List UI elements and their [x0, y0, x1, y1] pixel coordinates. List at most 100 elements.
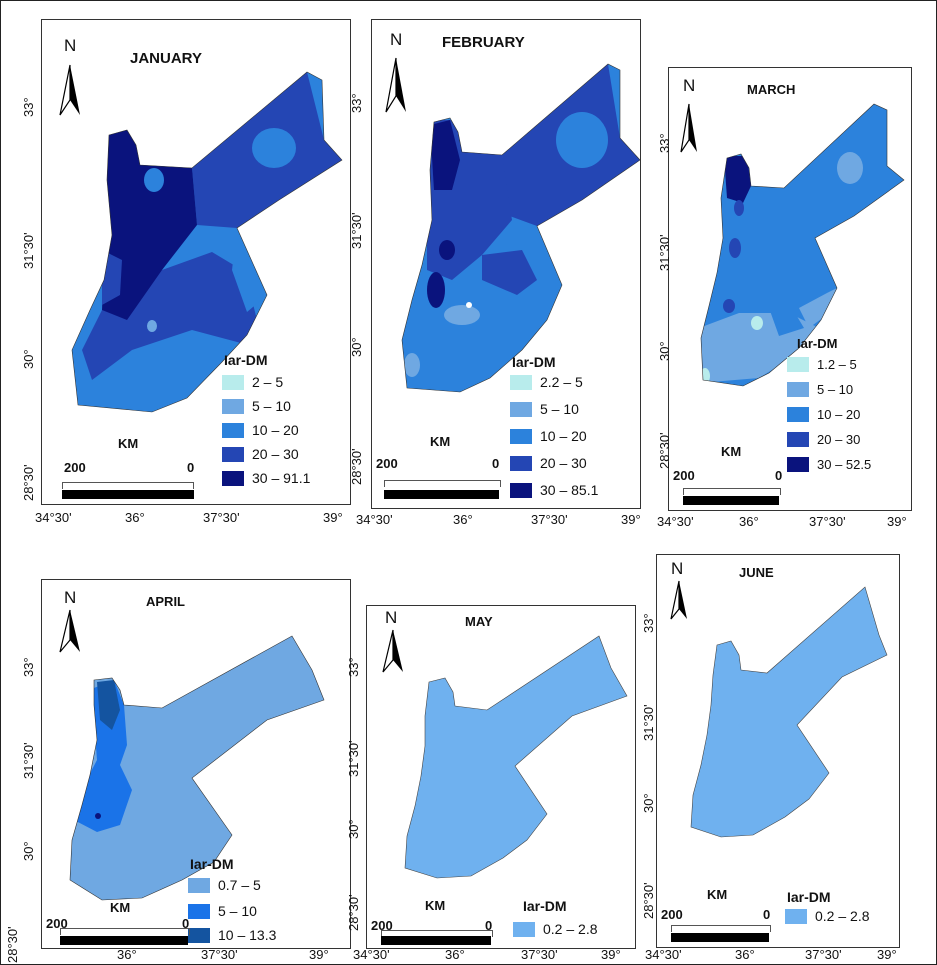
map-panel-january: N JANUARY Iar-DM 2 – 5 5 – 10 10 – 20 20…: [41, 19, 351, 505]
map-panel-may: N MAY Iar-DM 0.2 – 2.8 KM 200 0: [366, 605, 636, 949]
legend-item: 20 – 30: [787, 430, 860, 448]
north-arrow-icon: [670, 580, 687, 620]
scale-right-label: 0: [485, 918, 493, 933]
lon-label: 36°: [445, 947, 465, 962]
lon-label: 36°: [739, 514, 759, 529]
lat-label: 30°: [21, 841, 36, 861]
lat-label: 33°: [21, 657, 36, 677]
legend-item: 2.2 – 5: [510, 373, 583, 391]
scale-right-label: 0: [187, 460, 195, 475]
legend-swatch: [510, 374, 532, 390]
lat-label: 33°: [641, 613, 656, 633]
scalebar: [683, 496, 779, 505]
lon-label: 36°: [453, 512, 473, 527]
month-title: FEBRUARY: [442, 34, 525, 51]
lat-label: 30°: [641, 793, 656, 813]
legend-item: 10 – 13.3: [188, 926, 276, 944]
lat-label: 28°30': [5, 926, 20, 963]
may-map: [382, 629, 628, 879]
legend-swatch: [188, 903, 210, 919]
june-map-region: [690, 586, 888, 838]
february-map: [385, 57, 641, 393]
legend-title: Iar-DM: [512, 354, 556, 370]
month-title: JANUARY: [130, 50, 202, 67]
legend-item: 30 – 91.1: [222, 469, 310, 487]
lon-label: 37°30': [201, 947, 238, 962]
legend-item: 5 – 10: [787, 380, 853, 398]
legend-title: Iar-DM: [787, 889, 831, 905]
lat-label: 31°30': [349, 212, 364, 249]
scalebar-frame: [683, 488, 781, 495]
scale-left-label: 200: [46, 916, 68, 931]
may-map-region: [404, 635, 628, 879]
scalebar: [62, 490, 194, 499]
scale-unit: KM: [430, 434, 451, 449]
scale-left-label: 200: [371, 918, 393, 933]
scalebar-frame: [384, 480, 501, 487]
lon-label: 36°: [735, 947, 755, 962]
lat-label: 31°30': [641, 704, 656, 741]
march-map: [680, 103, 905, 387]
lon-label: 37°30': [805, 947, 842, 962]
legend-item: 0.2 – 2.8: [513, 920, 598, 938]
lat-label: 31°30': [657, 234, 672, 271]
lat-label: 30°: [657, 341, 672, 361]
scale-left-label: 200: [661, 907, 683, 922]
legend-swatch: [787, 381, 809, 397]
legend-swatch: [785, 908, 807, 924]
legend-item: 5 – 10: [510, 400, 579, 418]
legend-item: 10 – 20: [510, 427, 587, 445]
april-map: [59, 609, 325, 901]
legend-item: 2 – 5: [222, 373, 283, 391]
lon-label: 39°: [309, 947, 329, 962]
month-title: APRIL: [146, 594, 185, 609]
scale-unit: KM: [110, 900, 131, 915]
map-panel-june: N JUNE Iar-DM 0.2 – 2.8 KM 200 0: [656, 554, 900, 948]
legend-swatch: [513, 921, 535, 937]
north-arrow-icon: [382, 629, 403, 673]
legend-item: 5 – 10: [188, 902, 257, 920]
lon-label: 39°: [887, 514, 907, 529]
scalebar: [671, 933, 769, 942]
legend-title: Iar-DM: [224, 352, 268, 368]
scalebar: [381, 936, 491, 945]
scalebar-frame: [671, 925, 771, 932]
lat-label: 28°30': [349, 448, 364, 485]
legend-swatch: [787, 431, 809, 447]
legend-item: 30 – 52.5: [787, 455, 871, 473]
legend-swatch: [787, 406, 809, 422]
lat-label: 28°30': [657, 432, 672, 469]
scalebar-frame: [381, 930, 493, 937]
scale-left-label: 200: [64, 460, 86, 475]
legend-item: 10 – 20: [222, 421, 299, 439]
legend-swatch: [787, 456, 809, 472]
scalebar: [384, 490, 499, 499]
legend-swatch: [222, 446, 244, 462]
legend-item: 20 – 30: [510, 454, 587, 472]
legend-item: 10 – 20: [787, 405, 860, 423]
north-label: N: [385, 608, 398, 627]
legend-swatch: [188, 927, 210, 943]
lon-label: 36°: [117, 947, 137, 962]
lon-label: 34°30': [353, 947, 390, 962]
north-arrow-icon: [59, 609, 80, 653]
lat-label: 33°: [346, 657, 361, 677]
legend-swatch: [222, 470, 244, 486]
legend-swatch: [787, 356, 809, 372]
lat-label: 31°30': [21, 232, 36, 269]
legend-item: 0.2 – 2.8: [785, 907, 870, 925]
month-title: MARCH: [747, 82, 796, 97]
north-label: N: [64, 36, 77, 55]
north-label: N: [390, 30, 403, 49]
lat-label: 33°: [21, 97, 36, 117]
legend-title: Iar-DM: [523, 898, 567, 914]
lat-label: 28°30': [346, 894, 361, 931]
legend-swatch: [510, 401, 532, 417]
legend-title: Iar-DM: [797, 336, 838, 351]
legend-swatch: [510, 428, 532, 444]
legend-item: 1.2 – 5: [787, 355, 857, 373]
lat-label: 28°30': [641, 882, 656, 919]
legend-swatch: [510, 455, 532, 471]
scalebar: [60, 936, 188, 945]
map-panel-february: N FEBRUARY Iar-DM 2.2 – 5 5 – 10 10 – 20…: [371, 19, 641, 509]
